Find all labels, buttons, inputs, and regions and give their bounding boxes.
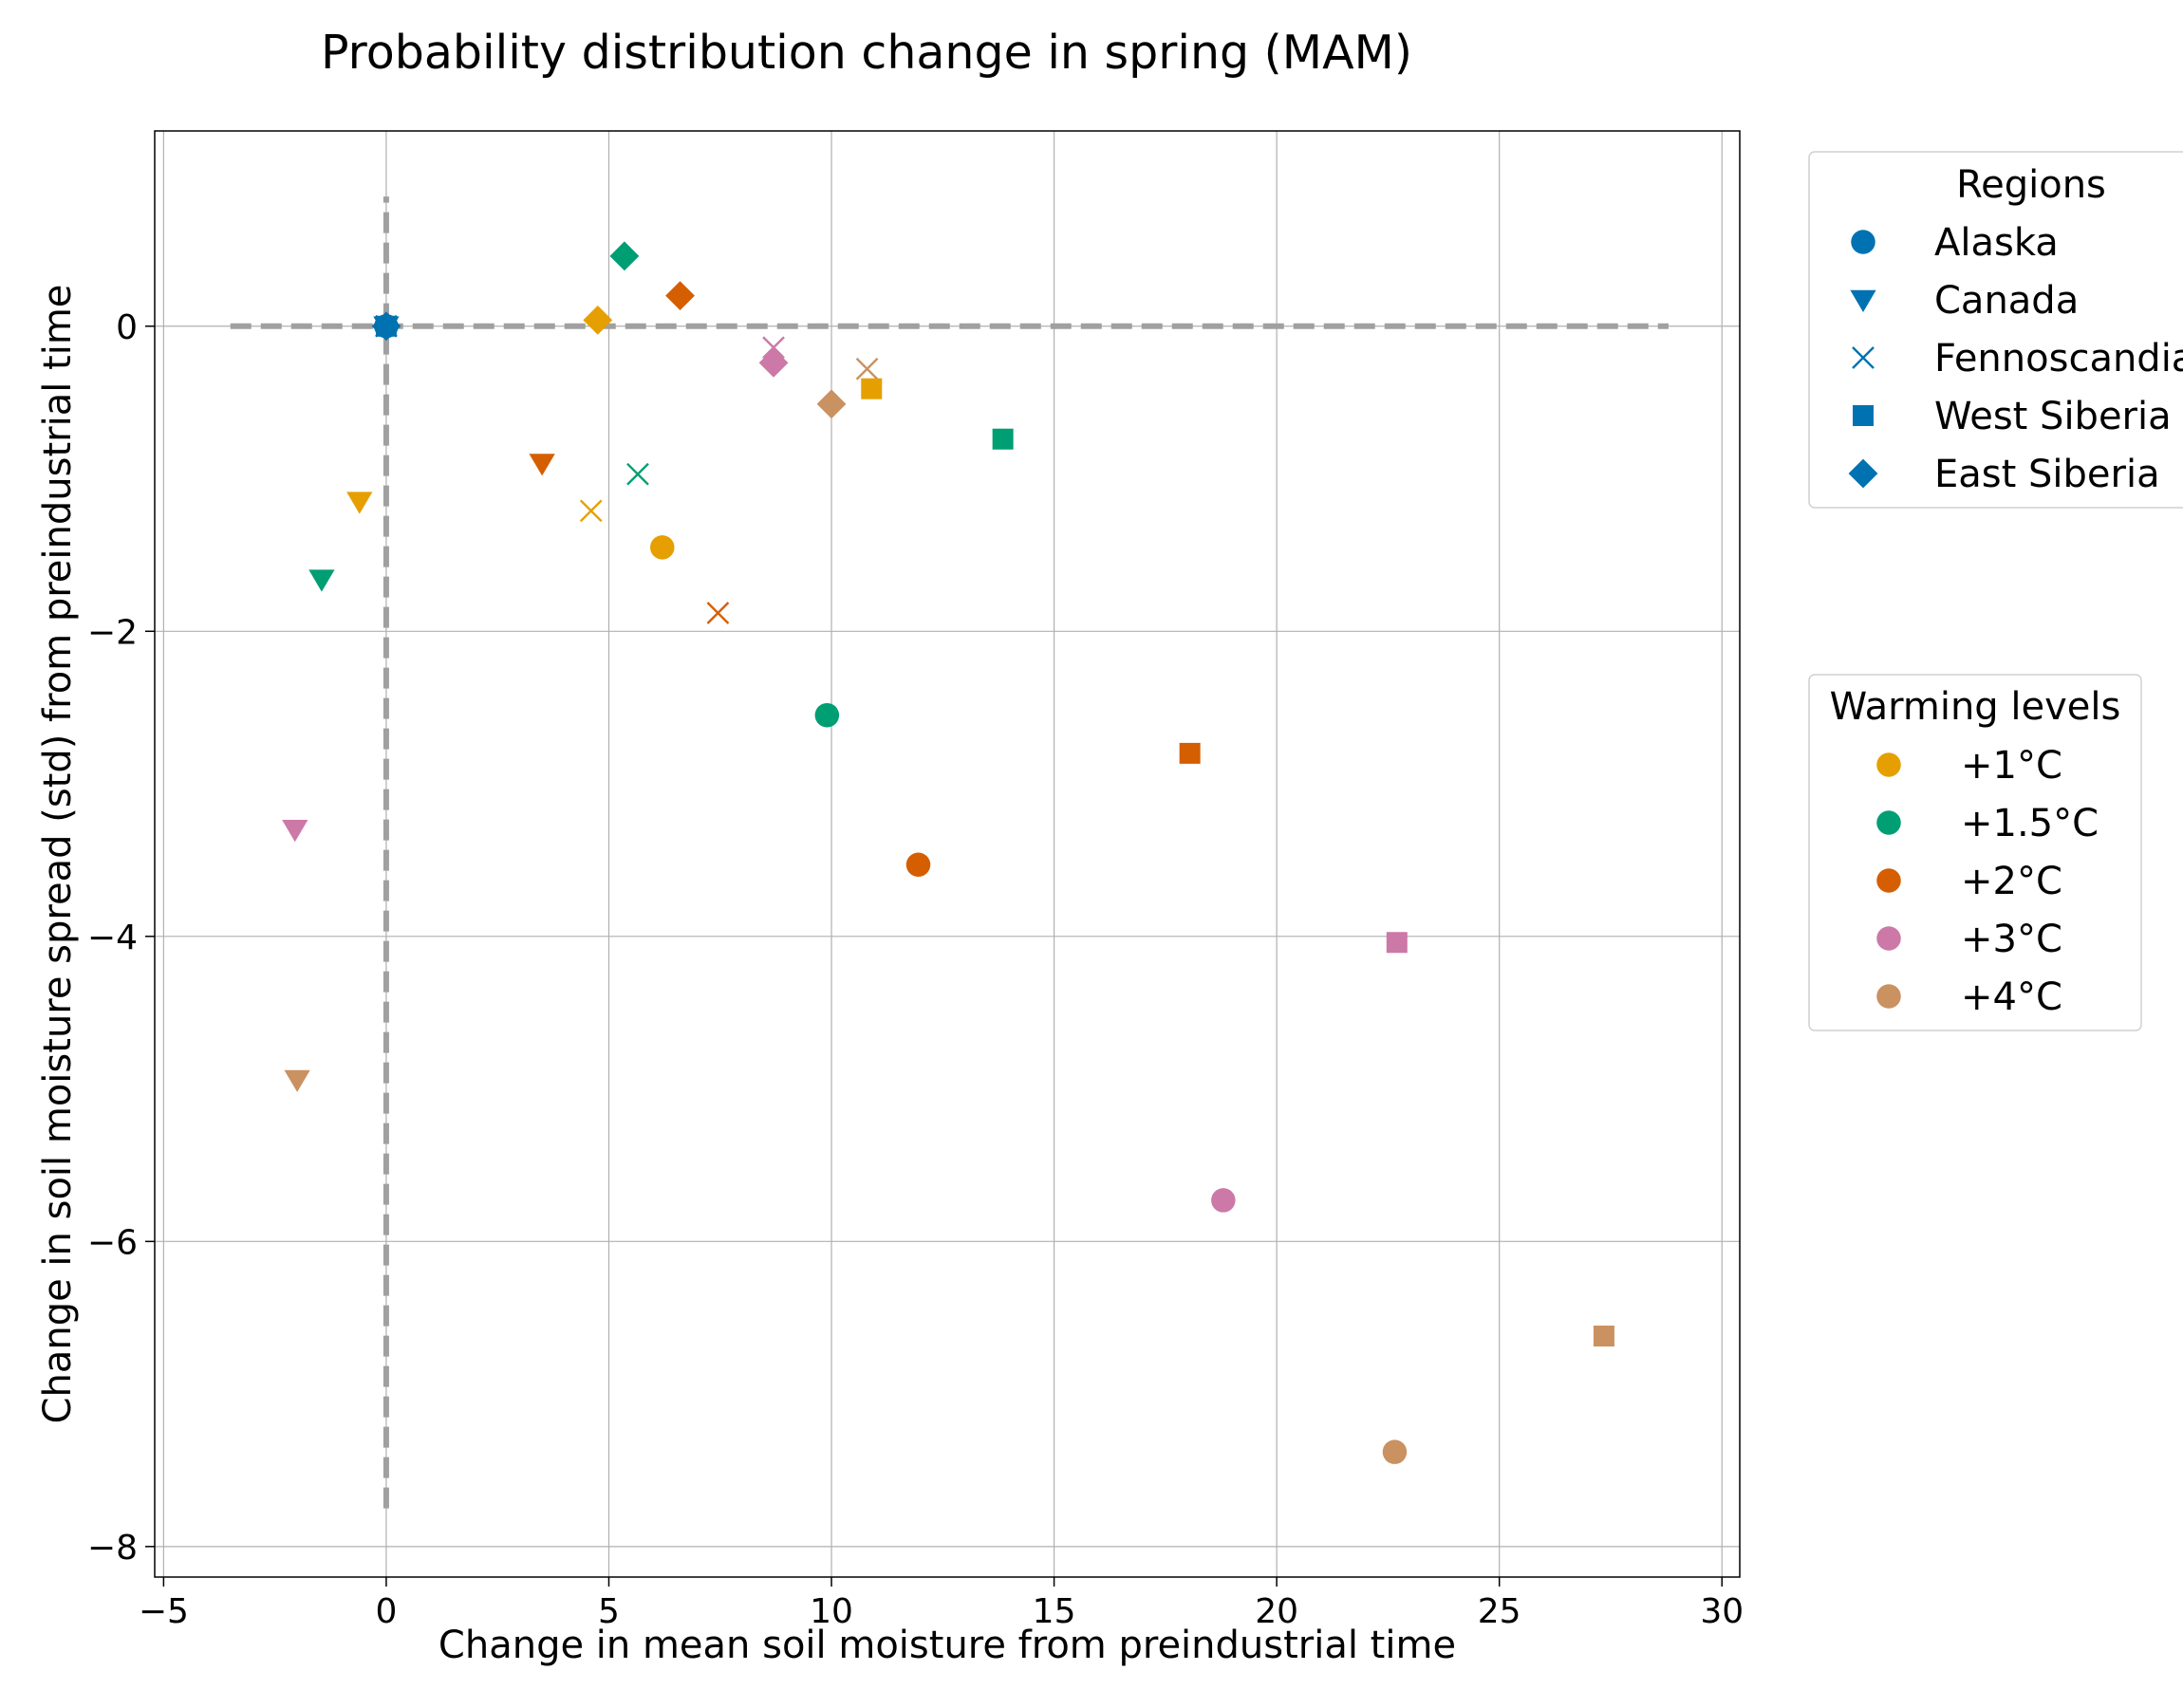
plot-frame <box>154 130 1741 1578</box>
x-tick-label: 10 <box>810 1592 853 1631</box>
point-canada-level-0 <box>346 492 373 514</box>
point-east-siberia-level-0 <box>583 305 613 335</box>
data-points <box>282 241 1614 1464</box>
grid-lines <box>155 131 1740 1577</box>
point-west-siberia-level-1 <box>992 428 1014 450</box>
y-tick-label: 0 <box>116 308 138 347</box>
x-tick-label: 30 <box>1700 1592 1744 1631</box>
point-fennoscandia-level-1 <box>626 462 649 486</box>
regions-legend-label: East Siberia <box>1934 453 2160 496</box>
point-alaska-level-2 <box>905 852 931 878</box>
regions-legend: Regions Alaska Canada Fennoscandia West Sib… <box>1808 151 2183 509</box>
legend-square-icon <box>1853 405 1874 426</box>
regions-legend-label: West Siberia <box>1934 395 2172 438</box>
y-axis-ticks: −8 −6 −4 −2 0 <box>87 308 155 1568</box>
x-tick-label: −5 <box>139 1592 189 1631</box>
warming-legend-label: +1°C <box>1961 744 2062 788</box>
x-tick-label: 15 <box>1033 1592 1076 1631</box>
legend-diamond-icon <box>1848 458 1878 489</box>
legend-x-icon <box>1852 346 1875 369</box>
regions-legend-label: Alaska <box>1934 221 2059 265</box>
warming-legend-label: +3°C <box>1961 918 2062 961</box>
legend-circle-icon <box>1876 984 1901 1009</box>
regions-legend-label: Canada <box>1934 279 2079 323</box>
point-canada-level-1 <box>308 569 335 592</box>
x-axis-label: Change in mean soil moisture from preind… <box>438 1624 1456 1667</box>
legend-circle-icon <box>1876 752 1901 777</box>
point-west-siberia-level-2 <box>1179 742 1201 764</box>
y-tick-label: −8 <box>87 1529 138 1568</box>
warming-levels-legend: Warming levels +1°C +1.5°C +2°C +3°C +4°C <box>1808 674 2142 1031</box>
x-tick-label: 20 <box>1255 1592 1298 1631</box>
y-axis-label: Change in soil moisture spread (std) fro… <box>36 285 80 1424</box>
point-alaska-level-4 <box>1382 1439 1408 1464</box>
point-canada-level-2 <box>529 454 555 476</box>
point-alaska-level-3 <box>1211 1188 1236 1213</box>
point-fennoscandia-level-0 <box>579 499 603 523</box>
point-alaska-level-1 <box>814 702 840 728</box>
point-west-siberia-level-3 <box>1386 932 1408 954</box>
x-axis-ticks: −5 0 5 10 15 20 25 30 <box>139 1577 1744 1631</box>
point-east-siberia-level-2 <box>665 281 695 311</box>
point-east-siberia-level-3 <box>758 347 789 378</box>
point-fennoscandia-level-2 <box>706 602 730 624</box>
point-alaska-level-0 <box>650 535 675 560</box>
origin-point-diamond <box>371 311 401 342</box>
x-tick-label: 25 <box>1478 1592 1521 1631</box>
legend-circle-icon <box>1851 230 1875 254</box>
point-canada-level-4 <box>284 1069 310 1092</box>
y-tick-label: −4 <box>87 919 138 957</box>
x-tick-label: 5 <box>598 1592 620 1631</box>
warming-legend-label: +4°C <box>1961 975 2062 1019</box>
regions-legend-label: Fennoscandia <box>1934 337 2183 381</box>
point-east-siberia-level-4 <box>816 389 847 419</box>
point-canada-level-3 <box>282 820 308 843</box>
legend-circle-icon <box>1876 868 1901 893</box>
point-fennoscandia-level-3 <box>762 336 785 360</box>
regions-legend-box <box>1808 151 2183 509</box>
chart-title: Probability distribution change in sprin… <box>321 26 1412 80</box>
x-tick-label: 0 <box>375 1592 397 1631</box>
point-fennoscandia-level-4 <box>855 357 879 381</box>
legend-circle-icon <box>1876 926 1901 951</box>
point-west-siberia-level-4 <box>1593 1326 1614 1346</box>
warming-legend-label: +1.5°C <box>1961 802 2099 845</box>
legend-triangle-down-icon <box>1850 289 1876 312</box>
point-east-siberia-level-1 <box>609 241 640 271</box>
y-tick-label: −6 <box>87 1223 138 1262</box>
reference-lines <box>230 196 1669 1509</box>
legend-circle-icon <box>1876 810 1901 835</box>
regions-legend-title: Regions <box>1956 163 2106 207</box>
warming-legend-title: Warming levels <box>1830 685 2121 729</box>
y-tick-label: −2 <box>87 613 138 652</box>
warming-legend-label: +2°C <box>1961 860 2062 903</box>
point-west-siberia-level-0 <box>861 378 883 399</box>
